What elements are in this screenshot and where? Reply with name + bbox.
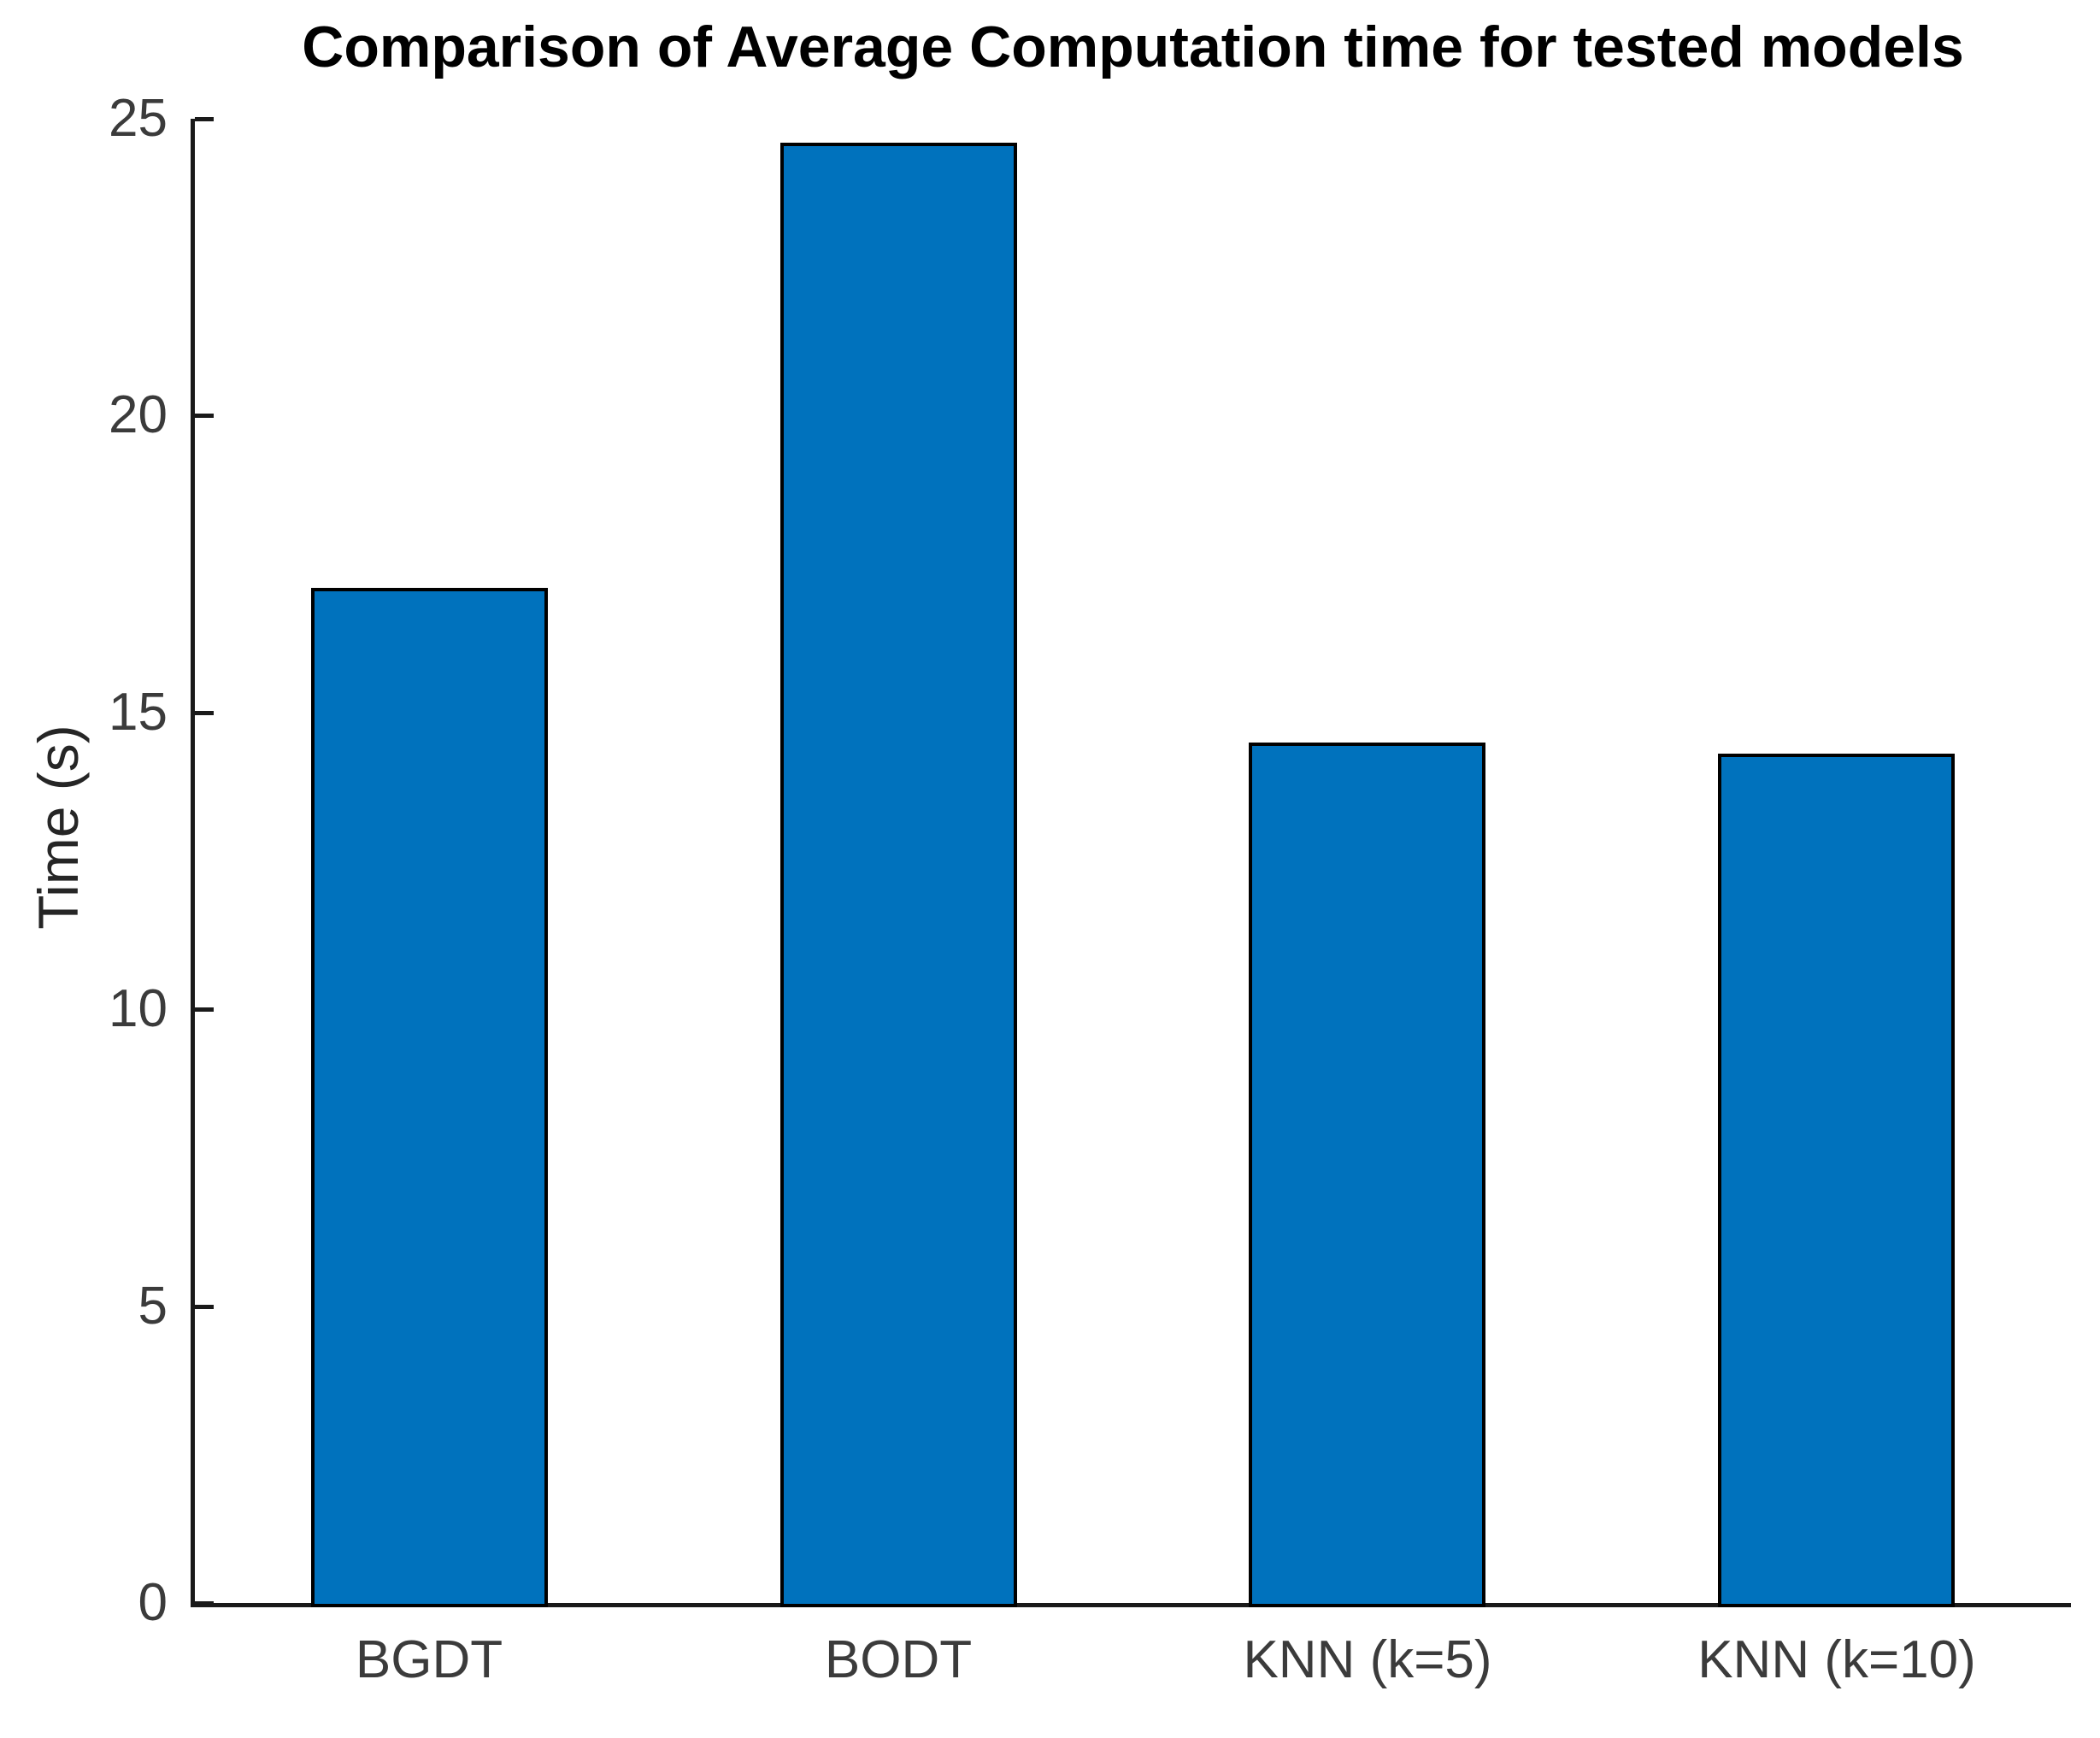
bar-knn-k-10 <box>1718 754 1955 1607</box>
y-tick-mark <box>195 1601 214 1606</box>
y-axis-label: Time (s) <box>26 725 90 930</box>
y-tick-label: 5 <box>138 1277 168 1336</box>
y-tick-mark <box>195 1007 214 1012</box>
y-tick-label: 0 <box>138 1573 168 1632</box>
x-tick-label: BGDT <box>355 1630 503 1689</box>
x-tick-label: KNN (k=10) <box>1697 1630 1976 1689</box>
x-axis-line <box>191 1603 2071 1607</box>
y-axis-line <box>191 119 195 1607</box>
y-tick-mark <box>195 117 214 121</box>
bar-bodt <box>780 143 1017 1607</box>
y-tick-label: 20 <box>109 385 168 444</box>
bar-bgdt <box>311 588 548 1607</box>
x-tick-label: BODT <box>824 1630 973 1689</box>
y-tick-mark <box>195 711 214 715</box>
x-tick-label: KNN (k=5) <box>1243 1630 1492 1689</box>
y-tick-mark <box>195 1305 214 1309</box>
y-tick-mark <box>195 414 214 418</box>
chart-title: Comparison of Average Computation time f… <box>302 15 1964 79</box>
y-tick-label: 15 <box>109 683 168 742</box>
y-tick-label: 10 <box>109 979 168 1038</box>
bar-knn-k-5 <box>1249 743 1485 1607</box>
y-tick-label: 25 <box>109 89 168 148</box>
